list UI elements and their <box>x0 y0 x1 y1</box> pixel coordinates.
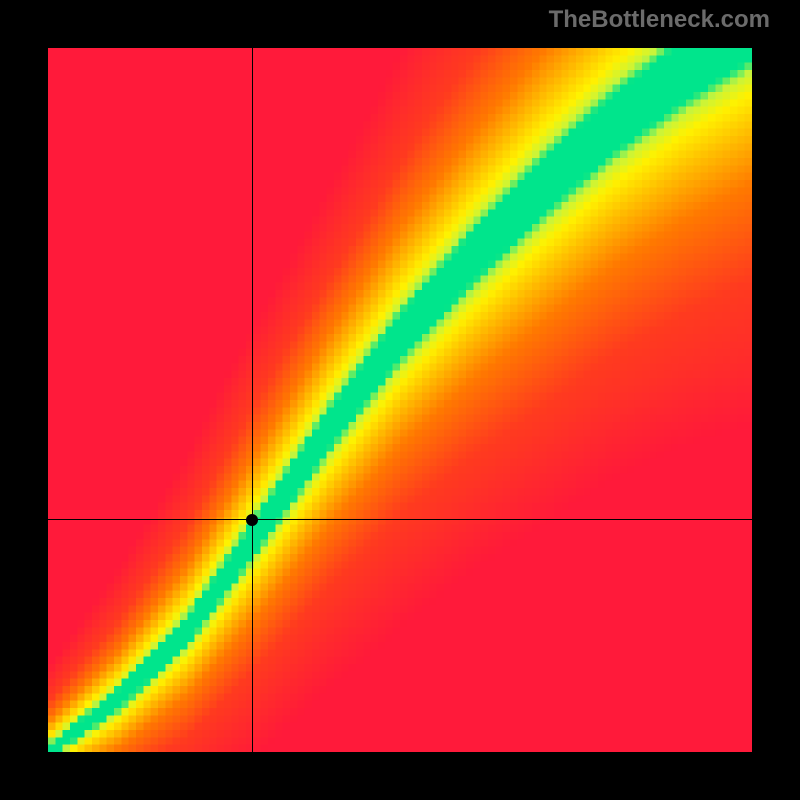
bottleneck-heatmap <box>48 48 752 752</box>
source-watermark: TheBottleneck.com <box>549 6 770 34</box>
chart-container: { "type": "heatmap", "source_watermark":… <box>0 0 800 800</box>
crosshair-horizontal <box>48 519 752 520</box>
crosshair-marker <box>246 514 258 526</box>
crosshair-vertical <box>252 48 253 752</box>
